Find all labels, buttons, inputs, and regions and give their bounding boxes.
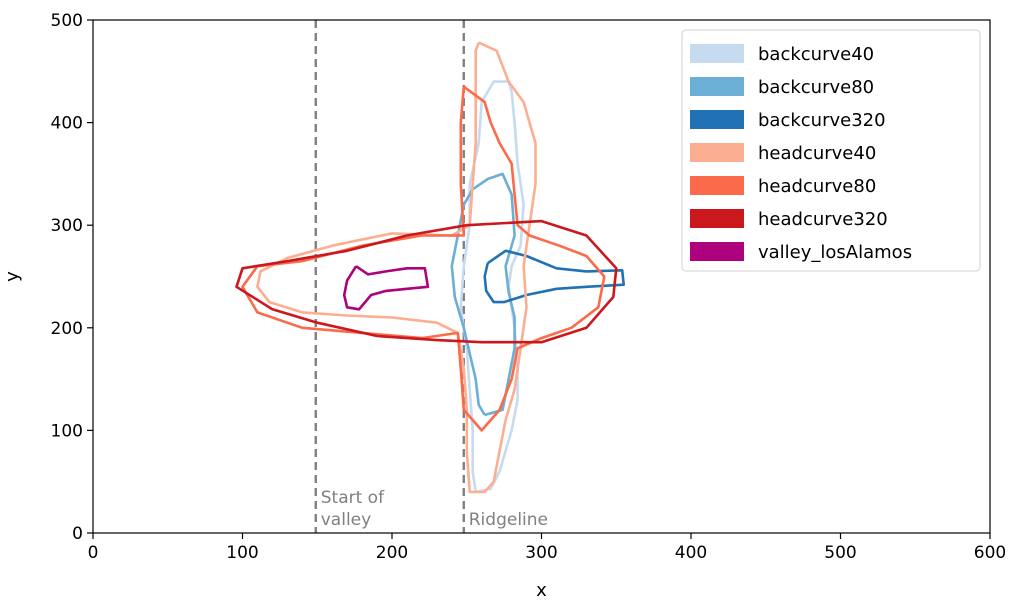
series-layer <box>235 41 625 494</box>
y-tick-label: 400 <box>51 114 83 134</box>
y-tick-label: 300 <box>51 216 83 236</box>
legend-entry-headcurve80: headcurve80 <box>758 176 876 197</box>
reference-line-label-1: Ridgeline <box>469 510 548 530</box>
series-backcurve320 <box>483 249 625 304</box>
y-tick-label: 200 <box>51 319 83 339</box>
legend: backcurve40 backcurve80 backcurve320 headcu… <box>681 29 981 272</box>
x-tick-label: 500 <box>824 543 856 563</box>
series-backcurve40 <box>459 80 525 494</box>
y-axis: 0 100 200 300 400 500 <box>51 11 93 544</box>
legend-swatch-headcurve40 <box>690 143 744 162</box>
legend-swatch-backcurve80 <box>690 77 744 96</box>
x-tick-label: 100 <box>226 543 258 563</box>
legend-swatch-valley_losAlamos <box>690 242 744 261</box>
legend-entry-backcurve40: backcurve40 <box>758 44 874 65</box>
y-tick-label: 0 <box>72 524 83 544</box>
x-tick-label: 600 <box>974 543 1006 563</box>
y-axis-label: y <box>2 271 23 282</box>
legend-entry-headcurve320: headcurve320 <box>758 209 888 230</box>
x-tick-label: 400 <box>675 543 707 563</box>
series-backcurve80 <box>450 172 516 417</box>
legend-swatch-headcurve320 <box>690 209 744 228</box>
x-axis: 0 100 200 300 400 500 600 <box>88 533 1006 563</box>
y-tick-label: 500 <box>51 11 83 31</box>
x-tick-label: 200 <box>376 543 408 563</box>
x-axis-label: x <box>536 580 547 601</box>
series-headcurve320 <box>235 219 618 344</box>
reference-line-label-0: Start of valley <box>321 488 385 530</box>
series-headcurve40 <box>256 41 537 494</box>
legend-swatch-headcurve80 <box>690 176 744 195</box>
legend-box <box>681 29 981 272</box>
legend-swatch-backcurve320 <box>690 110 744 129</box>
legend-entry-backcurve320: backcurve320 <box>758 110 886 131</box>
legend-swatch-backcurve40 <box>690 44 744 63</box>
x-tick-label: 300 <box>525 543 557 563</box>
series-valley_losAlamos <box>342 265 430 311</box>
x-tick-label: 0 <box>88 543 99 563</box>
legend-entry-headcurve40: headcurve40 <box>758 143 876 164</box>
reference-lines: Start of valley Ridgeline <box>314 20 548 533</box>
legend-entry-valley_losAlamos: valley_losAlamos <box>758 242 912 263</box>
legend-entry-backcurve80: backcurve80 <box>758 77 874 98</box>
y-tick-label: 100 <box>51 421 83 441</box>
